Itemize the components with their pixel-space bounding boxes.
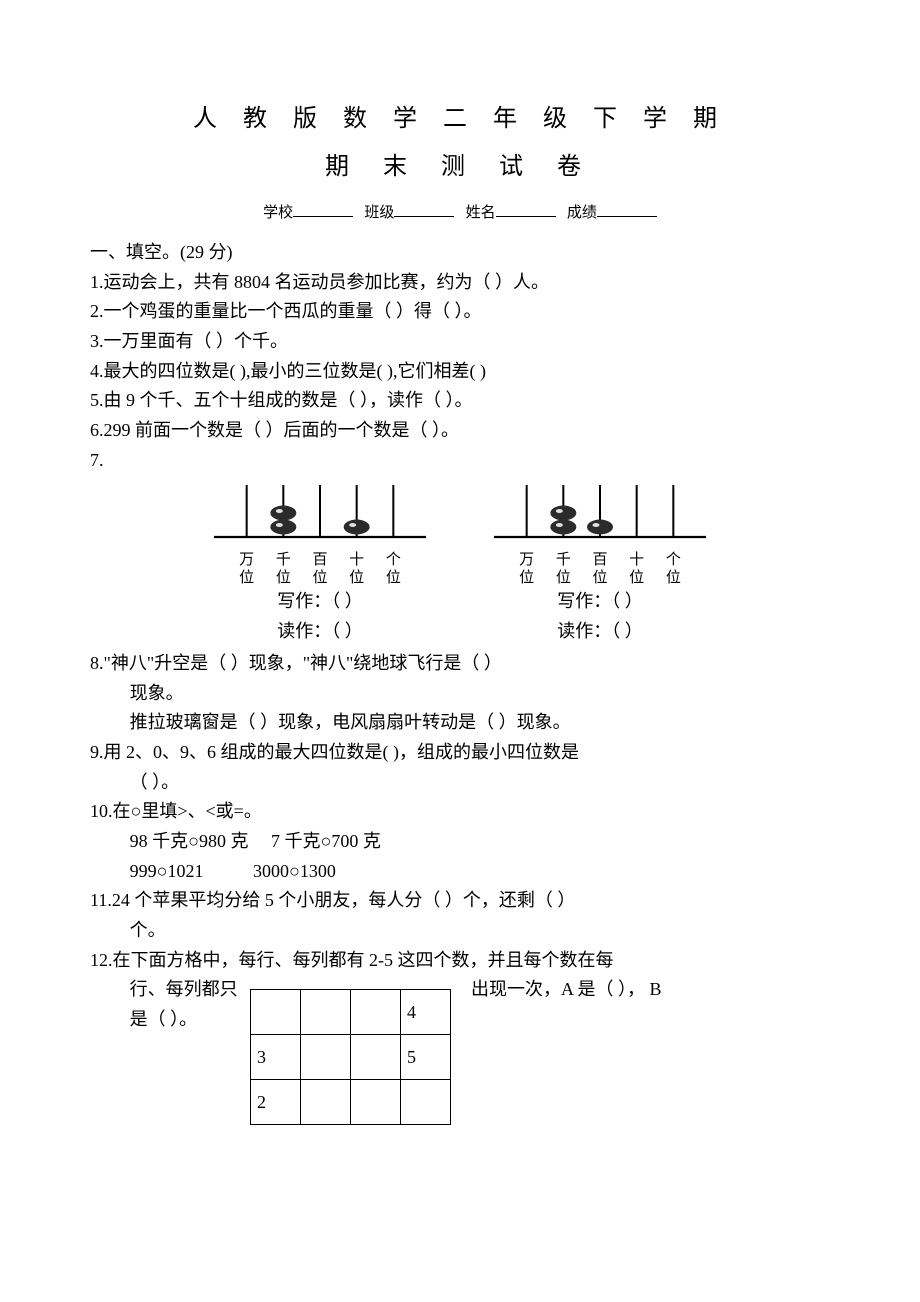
abacus-left-write: 写作：（ ） xyxy=(210,587,430,617)
abacus-rod-label: 十 xyxy=(342,551,372,570)
school-blank[interactable] xyxy=(293,216,353,217)
grid-cell xyxy=(301,990,351,1035)
question-5: 5.由 9 个千、五个十组成的数是（ ），读作（ ）。 xyxy=(90,386,830,416)
abacus-right-write: 写作：（ ） xyxy=(490,587,710,617)
name-label: 姓名 xyxy=(466,205,496,221)
abacus-rod-label: 位 xyxy=(342,569,372,588)
question-6: 6.299 前面一个数是（ ）后面的一个数是（ ）。 xyxy=(90,416,830,446)
abacus-rod-label: 位 xyxy=(305,569,335,588)
grid-cell xyxy=(251,990,301,1035)
score-blank[interactable] xyxy=(597,216,657,217)
abacus-row: 万千百十个 位位位位位 写作：（ ） 读作：（ ） 万千百十个 位位位位位 写作… xyxy=(90,479,830,646)
abacus-rod-label: 位 xyxy=(512,569,542,588)
question-11-b: 个。 xyxy=(90,916,830,946)
abacus-left-svg xyxy=(210,479,430,551)
abacus-rod-label: 万 xyxy=(512,551,542,570)
grid-cell xyxy=(351,1080,401,1125)
grid-cell: 5 xyxy=(401,1035,451,1080)
question-8-a2: 现象。 xyxy=(90,679,830,709)
question-12-a: 12.在下面方格中，每行、每列都有 2-5 这四个数，并且每个数在每 xyxy=(90,946,830,976)
section-1-heading: 一、填空。(29 分) xyxy=(90,238,830,268)
grid-cell: 4 xyxy=(401,990,451,1035)
abacus-left: 万千百十个 位位位位位 写作：（ ） 读作：（ ） xyxy=(210,479,430,646)
abacus-rod-label: 个 xyxy=(378,551,408,570)
question-12-b-right: 出现一次，A 是（ ）， B xyxy=(471,975,662,1005)
question-9-b: （ ）。 xyxy=(90,768,830,798)
abacus-right-read: 读作：（ ） xyxy=(490,617,710,647)
abacus-rod-label: 千 xyxy=(548,551,578,570)
abacus-left-read: 读作：（ ） xyxy=(210,617,430,647)
question-12-wrap: 行、每列都只 是（ ）。 4 3 5 2 出现一次，A 是（ ）， B xyxy=(90,975,830,1125)
abacus-left-sublabels: 位位位位位 xyxy=(210,569,430,587)
question-10-c: 999○1021 3000○1300 xyxy=(90,857,830,887)
question-8-b: 推拉玻璃窗是（ ）现象，电风扇扇叶转动是（ ）现象。 xyxy=(90,708,830,738)
name-blank[interactable] xyxy=(496,216,556,217)
grid-cell: 3 xyxy=(251,1035,301,1080)
class-blank[interactable] xyxy=(394,216,454,217)
grid-cell xyxy=(351,1035,401,1080)
info-line: 学校 班级 姓名 成绩 xyxy=(90,201,830,226)
score-label: 成绩 xyxy=(567,205,597,221)
q12-grid: 4 3 5 2 xyxy=(250,989,451,1125)
class-label: 班级 xyxy=(364,205,394,221)
grid-cell xyxy=(301,1080,351,1125)
abacus-rod-label: 位 xyxy=(268,569,298,588)
question-10-a: 10.在○里填>、<或=。 xyxy=(90,797,830,827)
question-3: 3.一万里面有（ ）个千。 xyxy=(90,327,830,357)
question-8-a: 8."神八"升空是（ ）现象，"神八"绕地球飞行是（ ） xyxy=(90,649,830,679)
title-main: 人 教 版 数 学 二 年 级 下 学 期 xyxy=(90,100,830,140)
grid-cell xyxy=(401,1080,451,1125)
question-12-c: 是（ ）。 xyxy=(130,1005,250,1035)
abacus-right-labels: 万千百十个 xyxy=(490,551,710,569)
grid-cell: 2 xyxy=(251,1080,301,1125)
abacus-rod-label: 百 xyxy=(585,551,615,570)
abacus-rod-label: 位 xyxy=(622,569,652,588)
school-label: 学校 xyxy=(263,205,293,221)
abacus-rod-label: 位 xyxy=(548,569,578,588)
question-9-a: 9.用 2、0、9、6 组成的最大四位数是( )，组成的最小四位数是 xyxy=(90,738,830,768)
abacus-right-sublabels: 位位位位位 xyxy=(490,569,710,587)
abacus-rod-label: 位 xyxy=(658,569,688,588)
question-10-b: 98 千克○980 克 7 千克○700 克 xyxy=(90,827,830,857)
title-sub: 期 末 测 试 卷 xyxy=(90,148,830,188)
question-7-num: 7. xyxy=(90,446,830,476)
question-11: 11.24 个苹果平均分给 5 个小朋友，每人分（ ）个，还剩（ ） xyxy=(90,886,830,916)
grid-cell xyxy=(351,990,401,1035)
abacus-rod-label: 个 xyxy=(658,551,688,570)
abacus-rod-label: 百 xyxy=(305,551,335,570)
question-1: 1.运动会上，共有 8804 名运动员参加比赛，约为（ ）人。 xyxy=(90,268,830,298)
grid-cell xyxy=(301,1035,351,1080)
question-12-b-left: 行、每列都只 xyxy=(130,975,250,1005)
abacus-rod-label: 千 xyxy=(268,551,298,570)
question-2: 2.一个鸡蛋的重量比一个西瓜的重量（ ）得（ ）。 xyxy=(90,297,830,327)
abacus-rod-label: 位 xyxy=(232,569,262,588)
abacus-right: 万千百十个 位位位位位 写作：（ ） 读作：（ ） xyxy=(490,479,710,646)
abacus-rod-label: 十 xyxy=(622,551,652,570)
abacus-rod-label: 万 xyxy=(232,551,262,570)
question-4: 4.最大的四位数是( ),最小的三位数是( ),它们相差( ) xyxy=(90,357,830,387)
abacus-rod-label: 位 xyxy=(585,569,615,588)
abacus-right-svg xyxy=(490,479,710,551)
abacus-rod-label: 位 xyxy=(378,569,408,588)
abacus-left-labels: 万千百十个 xyxy=(210,551,430,569)
